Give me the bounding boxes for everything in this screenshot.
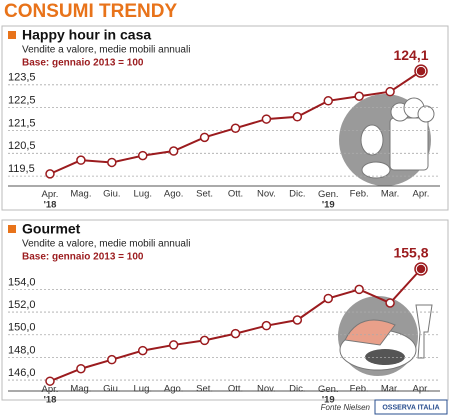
chart-title: Happy hour in casa — [22, 27, 151, 43]
data-point — [168, 146, 179, 156]
data-point — [230, 123, 241, 133]
y-tick-label: 152,0 — [8, 299, 36, 311]
x-tick-label: Apr. — [413, 384, 430, 395]
logo-box — [374, 399, 448, 415]
x-tick-label: Giu. — [103, 384, 120, 395]
y-tick-label: 120,5 — [8, 140, 36, 152]
y-tick-label: 148,0 — [8, 344, 36, 356]
y-tick-label: 122,5 — [8, 95, 36, 107]
x-tick-label: Lug. — [134, 189, 153, 200]
x-tick-label: Set. — [196, 384, 213, 395]
data-point — [45, 169, 55, 179]
data-point — [385, 298, 395, 308]
data-point — [138, 345, 148, 356]
x-tick-label: Ago. — [164, 189, 184, 200]
chart-note: Base: gennaio 2013 = 100 — [22, 252, 144, 263]
y-tick-label: 123,5 — [8, 72, 36, 84]
chart-note: Base: gennaio 2013 = 100 — [22, 58, 144, 69]
icon-gourmet — [338, 296, 433, 376]
x-tick-label: Mar. — [381, 189, 399, 200]
y-tick-label: 121,5 — [8, 117, 36, 129]
x-tick-label: Ott. — [228, 384, 243, 395]
data-point — [261, 320, 272, 331]
data-point — [292, 315, 303, 325]
title-marker — [8, 31, 16, 39]
logo: OSSERVA ITALIA — [382, 404, 439, 411]
data-point — [323, 96, 333, 106]
data-point — [230, 328, 241, 339]
y-tick-label: 154,0 — [8, 276, 36, 288]
data-point — [76, 363, 86, 374]
data-point — [45, 376, 55, 386]
value-label: 124,1 — [393, 47, 428, 63]
x-tick-label: Ott. — [228, 189, 243, 200]
title-marker — [8, 225, 16, 233]
y-tick-label: 150,0 — [8, 322, 36, 334]
data-point — [138, 150, 148, 161]
data-point — [107, 354, 117, 365]
y-tick-label: 119,5 — [8, 163, 35, 175]
x-tick-label: Feb. — [350, 384, 369, 395]
x-tick-label: Nov. — [257, 384, 276, 395]
x-tick-label: Mag. — [70, 189, 91, 200]
x-tick-label: Apr. — [413, 189, 430, 200]
x-tick-label: Apr. '18 — [42, 384, 59, 405]
chart-title: Gourmet — [22, 221, 81, 237]
value-label: 155,8 — [393, 245, 428, 261]
data-point — [199, 335, 210, 346]
data-point — [323, 293, 333, 304]
x-tick-label: Ago. — [164, 384, 184, 395]
x-tick-label: Nov. — [257, 189, 276, 200]
data-point — [76, 155, 86, 165]
x-tick-label: Dic. — [289, 384, 305, 395]
x-tick-label: Mar. — [381, 384, 399, 395]
data-point — [354, 284, 364, 295]
icon-happy-hour — [339, 94, 435, 186]
x-tick-label: Gen. '19 — [318, 384, 339, 405]
data-point — [416, 66, 426, 76]
x-tick-label: Lug. — [134, 384, 153, 395]
data-point — [261, 114, 272, 124]
x-tick-label: Dic. — [289, 189, 305, 200]
x-tick-label: Set. — [196, 189, 213, 200]
data-point — [168, 340, 179, 350]
data-point — [354, 91, 364, 101]
data-point — [385, 86, 395, 97]
chart-subtitle: Vendite a valore, medie mobili annuali — [22, 239, 190, 250]
data-point — [199, 132, 210, 143]
data-point — [416, 264, 426, 274]
x-tick-label: Feb. — [350, 189, 369, 200]
data-point — [107, 157, 117, 168]
source: Fonte Nielsen — [321, 403, 371, 412]
x-tick-label: Mag. — [70, 384, 91, 395]
page-title: CONSUMI TRENDY — [4, 1, 177, 22]
data-point — [292, 112, 303, 122]
x-tick-label: Apr. '18 — [42, 189, 59, 210]
chart-subtitle: Vendite a valore, medie mobili annuali — [22, 45, 190, 56]
x-tick-label: Gen. '19 — [318, 189, 339, 210]
y-tick-label: 146,0 — [8, 367, 36, 379]
x-tick-label: Giu. — [103, 189, 120, 200]
